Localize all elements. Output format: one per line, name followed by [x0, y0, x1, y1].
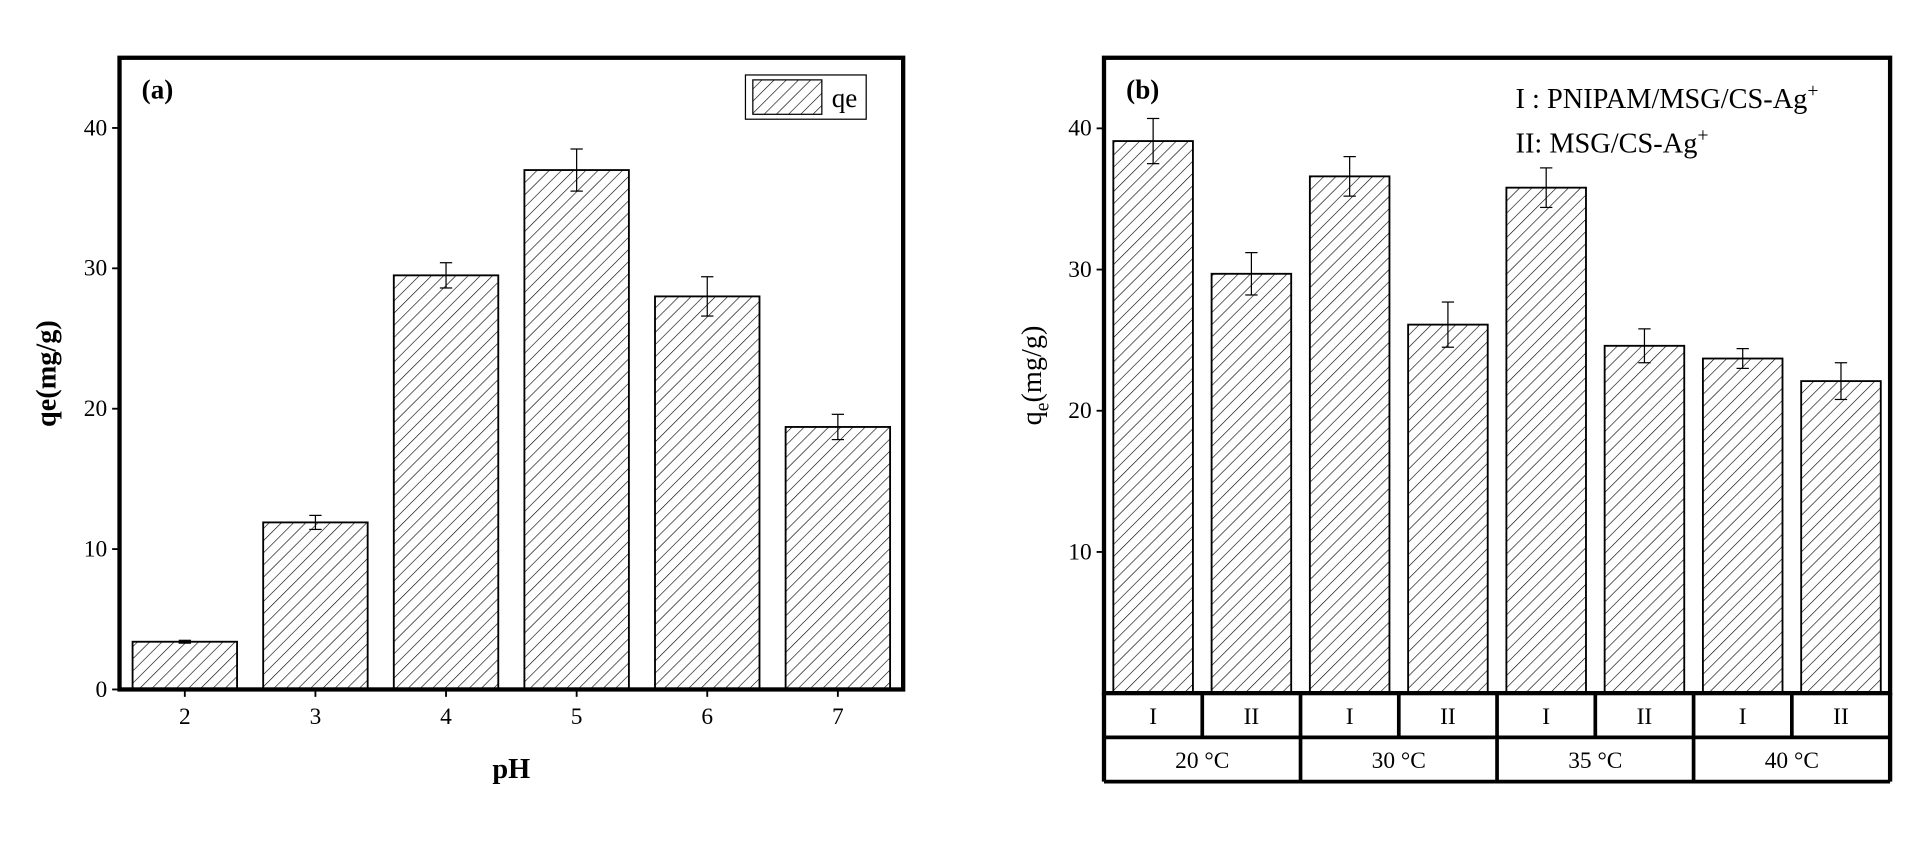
bar: [131, 640, 238, 691]
error-bar: [1441, 301, 1455, 348]
y-tick-label: 10: [84, 536, 107, 562]
error-bar: [309, 514, 322, 531]
x-tick-label: II: [1637, 704, 1653, 730]
bar: [1112, 140, 1194, 695]
x-tick-label: I: [1542, 704, 1550, 730]
panel-label: (b): [1126, 74, 1159, 104]
error-bar: [1146, 117, 1160, 165]
bar: [1407, 323, 1489, 695]
annotation-text: II: MSG/CS-Ag: [1516, 128, 1698, 159]
x-tick-label: I: [1739, 704, 1747, 730]
y-tick-label: 30: [1068, 257, 1091, 283]
error-bar: [1638, 328, 1651, 364]
bar: [1210, 272, 1293, 695]
bar: [1800, 380, 1882, 695]
annotation: I : PNIPAM/MSG/CS-Ag+: [1516, 80, 1819, 115]
x-tick-label: 7: [832, 704, 844, 730]
x-tick-label: 2: [179, 704, 191, 730]
x-tick-label: II: [1244, 704, 1260, 730]
group-label: 30 °C: [1372, 748, 1426, 774]
annotation-sup: +: [1697, 124, 1708, 146]
legend-swatch: [752, 79, 823, 115]
y-tick-label: 10: [1068, 539, 1091, 565]
group-label: 40 °C: [1765, 748, 1819, 774]
annotation: II: MSG/CS-Ag+: [1516, 124, 1709, 159]
y-tick-label: 0: [95, 677, 107, 703]
bar: [1308, 175, 1391, 695]
error-bar: [1834, 362, 1848, 401]
x-axis-label: pH: [492, 754, 530, 785]
error-bar: [831, 413, 845, 441]
group-label: 20 °C: [1175, 748, 1229, 774]
annotation-text: I : PNIPAM/MSG/CS-Ag: [1516, 84, 1808, 115]
x-tick-label: 4: [440, 704, 452, 730]
y-axis-label-main: q: [1017, 411, 1048, 425]
group-label: 35 °C: [1568, 748, 1622, 774]
y-tick-label: 40: [84, 115, 107, 141]
bar: [784, 426, 892, 691]
y-tick-label: 20: [84, 396, 107, 422]
y-axis-label: qe(mg/g): [1017, 326, 1053, 426]
y-axis-label-suffix: (mg/g): [1017, 326, 1048, 403]
error-bar: [439, 262, 453, 289]
x-tick-label: II: [1833, 704, 1849, 730]
x-tick-label: 5: [571, 704, 583, 730]
bar: [654, 295, 761, 691]
y-tick-label: 40: [1068, 116, 1091, 142]
y-tick-label: 20: [1068, 398, 1091, 424]
error-bar: [1736, 348, 1749, 370]
error-bar: [1540, 167, 1553, 209]
plot-frame: [117, 55, 906, 692]
error-bar: [701, 276, 714, 317]
legend-label: qe: [832, 83, 858, 113]
error-bar: [1245, 251, 1258, 296]
y-tick-label: 30: [84, 256, 107, 282]
bar: [1603, 344, 1686, 695]
error-bar: [570, 148, 583, 192]
x-tick-label: II: [1440, 704, 1456, 730]
x-tick-label: 3: [310, 704, 322, 730]
bar: [392, 274, 500, 691]
error-bar: [1343, 155, 1356, 197]
y-axis-label-sub: e: [1032, 402, 1054, 411]
x-tick-label: I: [1149, 704, 1157, 730]
bar: [262, 521, 369, 691]
panel-label: (a): [142, 74, 174, 104]
y-axis-label: qe(mg/g): [31, 320, 62, 427]
bar: [1505, 186, 1587, 695]
annotation-sup: +: [1807, 80, 1818, 102]
x-tick-label: I: [1346, 704, 1354, 730]
error-bar: [178, 639, 191, 644]
bar: [523, 169, 630, 691]
x-tick-label: 6: [701, 704, 713, 730]
bar: [1701, 357, 1784, 695]
